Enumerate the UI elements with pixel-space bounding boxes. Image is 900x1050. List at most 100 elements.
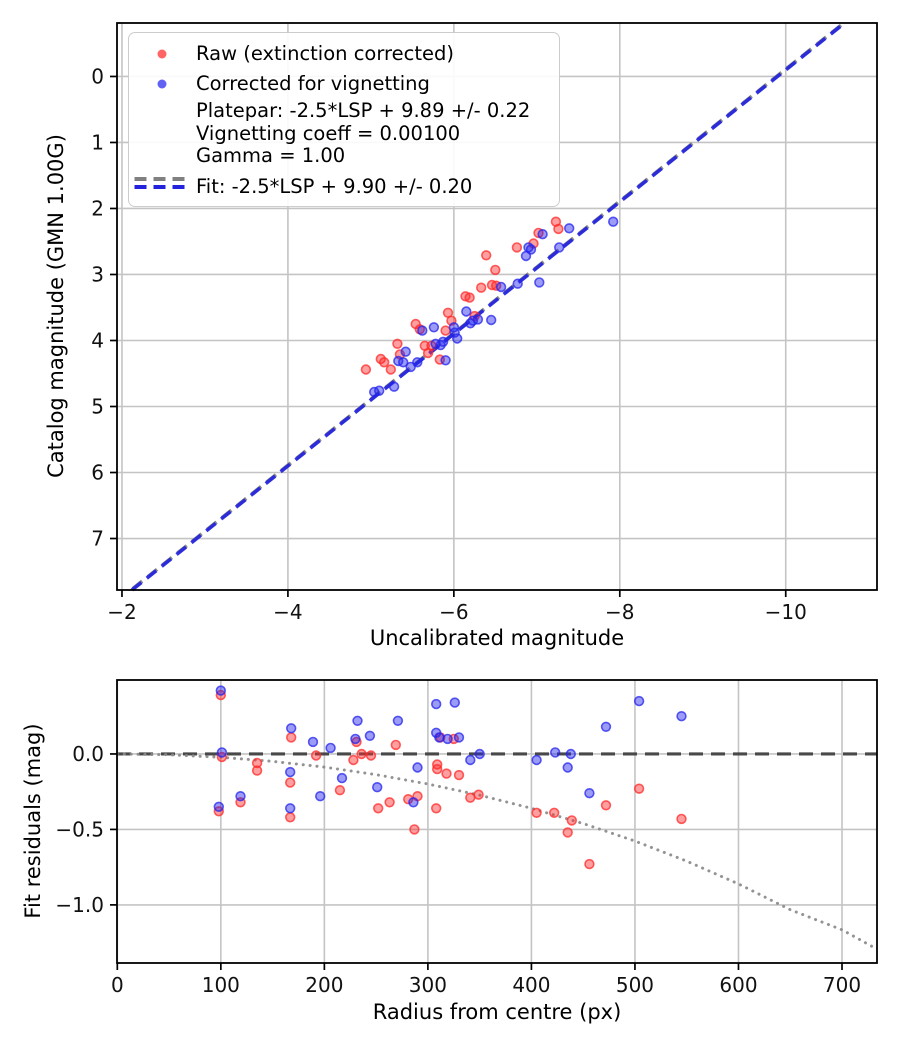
scatter-point <box>215 685 227 696</box>
scatter-point <box>352 715 363 726</box>
scatter-point <box>553 242 565 253</box>
legend-row-platepar: Platepar: -2.5*LSP + 9.89 +/- 0.22 Vigne… <box>129 99 559 181</box>
scatter-point <box>409 824 420 835</box>
y-tick-label: 5 <box>91 395 104 419</box>
scatter-point <box>428 322 440 333</box>
scatter-point <box>476 282 487 293</box>
scatter-point <box>431 698 442 710</box>
top-x-axis-label: Uncalibrated magnitude <box>369 626 625 650</box>
scatter-point <box>452 333 463 344</box>
scatter-point <box>531 807 542 818</box>
scatter-point <box>286 732 297 743</box>
bottom-y-axis-label: Fit residuals (mag) <box>21 723 45 919</box>
y-tick-label: −1.0 <box>55 893 104 917</box>
scatter-point <box>441 768 452 779</box>
scatter-point <box>216 747 228 758</box>
vignetting-model-curve <box>115 752 879 951</box>
x-tick-label: −2 <box>107 600 136 624</box>
y-tick-label: 0.0 <box>72 742 104 766</box>
legend-line: Gamma = 1.00 <box>196 144 346 167</box>
scatter-point <box>449 697 460 708</box>
raw-extinction-corrected-points <box>360 216 564 375</box>
scatter-point <box>372 781 383 793</box>
grid <box>116 680 877 963</box>
scatter-point <box>412 762 423 773</box>
legend-label: Fit: -2.5*LSP + 9.90 +/- 0.20 <box>196 175 473 198</box>
scatter-point <box>310 750 322 761</box>
scatter-point <box>356 748 367 760</box>
scatter-point <box>474 748 485 760</box>
scatter-point <box>531 754 542 766</box>
scatter-point <box>512 278 523 289</box>
scatter-point <box>442 733 453 745</box>
corrected-for-vignetting-points <box>369 216 619 398</box>
legend: Raw (extinction corrected) Corrected for… <box>128 32 560 207</box>
scatter-point <box>360 364 372 375</box>
gray-dashed-line-icon <box>134 177 190 181</box>
scatter-point <box>472 314 484 325</box>
y-tick-label: 6 <box>91 461 104 485</box>
ticks: −2 −4 −6 −8 −10 0 1 2 3 4 5 6 7 <box>91 64 807 624</box>
scatter-point <box>392 338 403 349</box>
scatter-point <box>431 803 442 814</box>
x-tick-label: 400 <box>512 973 550 997</box>
y-tick-label: −0.5 <box>55 817 104 841</box>
x-tick-label: 500 <box>616 973 654 997</box>
scatter-point <box>600 721 612 732</box>
x-tick-label: −6 <box>439 600 468 624</box>
scatter-point <box>473 789 484 800</box>
legend-row-corrected: Corrected for vignetting <box>129 72 559 95</box>
legend-line: Platepar: -2.5*LSP + 9.89 +/- 0.22 <box>196 99 531 122</box>
scatter-point <box>464 292 475 303</box>
scatter-point <box>440 325 451 336</box>
scatter-point <box>390 739 401 751</box>
scatter-point <box>374 385 385 396</box>
scatter-point <box>486 314 497 326</box>
ticks: 0 100 200 300 400 500 600 700 0.0 −0.5 −1.0 <box>55 742 861 997</box>
y-tick-label: 7 <box>91 527 104 551</box>
bottom-x-axis-label: Radius from centre (px) <box>372 1000 622 1024</box>
scatter-point <box>213 801 225 812</box>
x-tick-label: 700 <box>823 973 861 997</box>
scatter-point <box>495 281 507 293</box>
scatter-point <box>385 364 396 375</box>
legend-label: Raw (extinction corrected) <box>196 42 454 65</box>
scatter-point <box>481 250 492 261</box>
scatter-point <box>251 765 263 776</box>
scatter-point <box>549 747 561 758</box>
y-tick-label: 4 <box>91 328 104 352</box>
scatter-point <box>400 346 411 357</box>
scatter-point <box>563 223 575 234</box>
scatter-point <box>584 787 595 799</box>
x-tick-label: −10 <box>765 600 807 624</box>
scatter-point <box>434 732 445 743</box>
scatter-point <box>437 336 449 347</box>
scatter-point <box>384 797 395 808</box>
scatter-point <box>417 325 428 336</box>
legend-label-multiline: Platepar: -2.5*LSP + 9.89 +/- 0.22 Vigne… <box>196 99 531 168</box>
scatter-point <box>336 772 348 784</box>
x-tick-label: 0 <box>111 973 124 997</box>
scatter-point <box>373 803 384 814</box>
x-tick-label: −8 <box>605 600 634 624</box>
scatter-point <box>286 723 297 734</box>
vignetting-corrected-residuals-points <box>213 685 687 814</box>
scatter-point <box>392 715 404 726</box>
scatter-point <box>607 216 619 227</box>
y-tick-label: 2 <box>91 196 104 220</box>
scatter-point <box>537 229 548 240</box>
scatter-point <box>334 784 346 796</box>
scatter-point <box>251 757 263 769</box>
top-y-axis-label: Catalog magnitude (GMN 1.00G) <box>44 134 68 478</box>
legend-label: Corrected for vignetting <box>196 72 430 95</box>
scatter-point <box>490 264 501 276</box>
scatter-point <box>511 242 523 253</box>
blue-dot-marker-icon <box>157 79 167 89</box>
scatter-point <box>348 754 359 766</box>
x-tick-label: 100 <box>202 973 240 997</box>
scatter-point <box>584 858 595 870</box>
x-tick-label: 600 <box>719 973 757 997</box>
axes-frame <box>116 22 878 591</box>
scatter-point <box>398 357 409 368</box>
y-tick-label: 3 <box>91 262 104 286</box>
